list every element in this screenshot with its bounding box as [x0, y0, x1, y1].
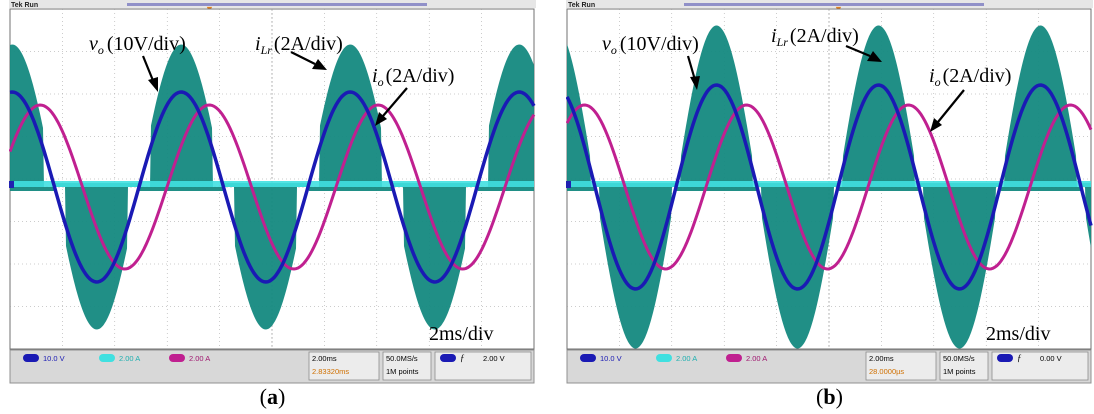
oscilloscope-b: Tek Run ▼ vo(10V/div) iLr(2A/div) io(2A/… [566, 0, 1093, 384]
header-text: Tek Run [568, 2, 595, 9]
label-iLr: iLr (2A/div) [255, 33, 343, 57]
annotation-arrows [686, 44, 965, 132]
ch1-scale: 10.0 V [43, 354, 65, 363]
trigger-delay: 2.83320ms [312, 367, 349, 376]
annotation-arrows [141, 51, 408, 126]
record-length: 1M points [943, 367, 976, 376]
trigger-source-badge[interactable] [440, 354, 456, 362]
trigger-level: 0.00 V [1040, 354, 1062, 363]
ch3-scale: 2.00 A [189, 354, 210, 363]
ch2-badge[interactable] [99, 354, 115, 362]
timebase-label: 2ms/div [429, 323, 493, 345]
header-text: Tek Run [11, 2, 38, 9]
label-iLr: iLr (2A/div) [771, 25, 859, 49]
label-vo: vo (10V/div) [602, 33, 699, 57]
trace-io-ch2 [567, 181, 1091, 187]
time-scale: 2.00ms [312, 354, 337, 363]
ch2-badge[interactable] [656, 354, 672, 362]
ground-marker [566, 181, 571, 188]
caption-b: (b) [816, 384, 843, 409]
time-scale: 2.00ms [869, 354, 894, 363]
ch1-scale: 10.0 V [600, 354, 622, 363]
trace-vo [9, 90, 536, 284]
trigger-slope-icon: ƒ [460, 353, 465, 363]
trace-vo [566, 83, 1093, 291]
record-length: 1M points [386, 367, 419, 376]
label-io: io (2A/div) [929, 65, 1011, 89]
ch3-scale: 2.00 A [746, 354, 767, 363]
ch3-badge[interactable] [726, 354, 742, 362]
trigger-slope-icon: ƒ [1017, 353, 1022, 363]
ch1-badge[interactable] [23, 354, 39, 362]
oscilloscope-a: Tek Run ▼ vo(10V/div) iLr(2A/div) io(2A/… [9, 0, 536, 384]
trigger-delay: 28.0000µs [869, 367, 904, 376]
ground-marker [9, 181, 14, 188]
trace-io-ch2 [10, 181, 534, 187]
sample-rate: 50.0MS/s [386, 354, 418, 363]
sample-rate: 50.0MS/s [943, 354, 975, 363]
status-bar: 10.0 V 2.00 A 2.00 A 2.00ms 2.83320ms 50… [9, 349, 535, 384]
ch1-badge[interactable] [580, 354, 596, 362]
ch3-badge[interactable] [169, 354, 185, 362]
ch2-scale: 2.00 A [676, 354, 697, 363]
status-bar: 10.0 V 2.00 A 2.00 A 2.00ms 28.0000µs 50… [566, 349, 1092, 384]
scope-panel-b: Tek Run ▼ vo(10V/div) iLr(2A/div) io(2A/… [566, 0, 1093, 414]
ch2-scale: 2.00 A [119, 354, 140, 363]
trigger-level: 2.00 V [483, 354, 505, 363]
label-vo: vo (10V/div) [89, 33, 186, 57]
timebase-label: 2ms/div [986, 323, 1050, 345]
caption-a: (a) [259, 384, 286, 409]
trace-io-ch3 [9, 103, 536, 271]
scope-panel-a: Tek Run ▼ vo(10V/div) iLr(2A/div) io(2A/… [9, 0, 536, 414]
trigger-source-badge[interactable] [997, 354, 1013, 362]
label-io: io (2A/div) [372, 65, 454, 89]
